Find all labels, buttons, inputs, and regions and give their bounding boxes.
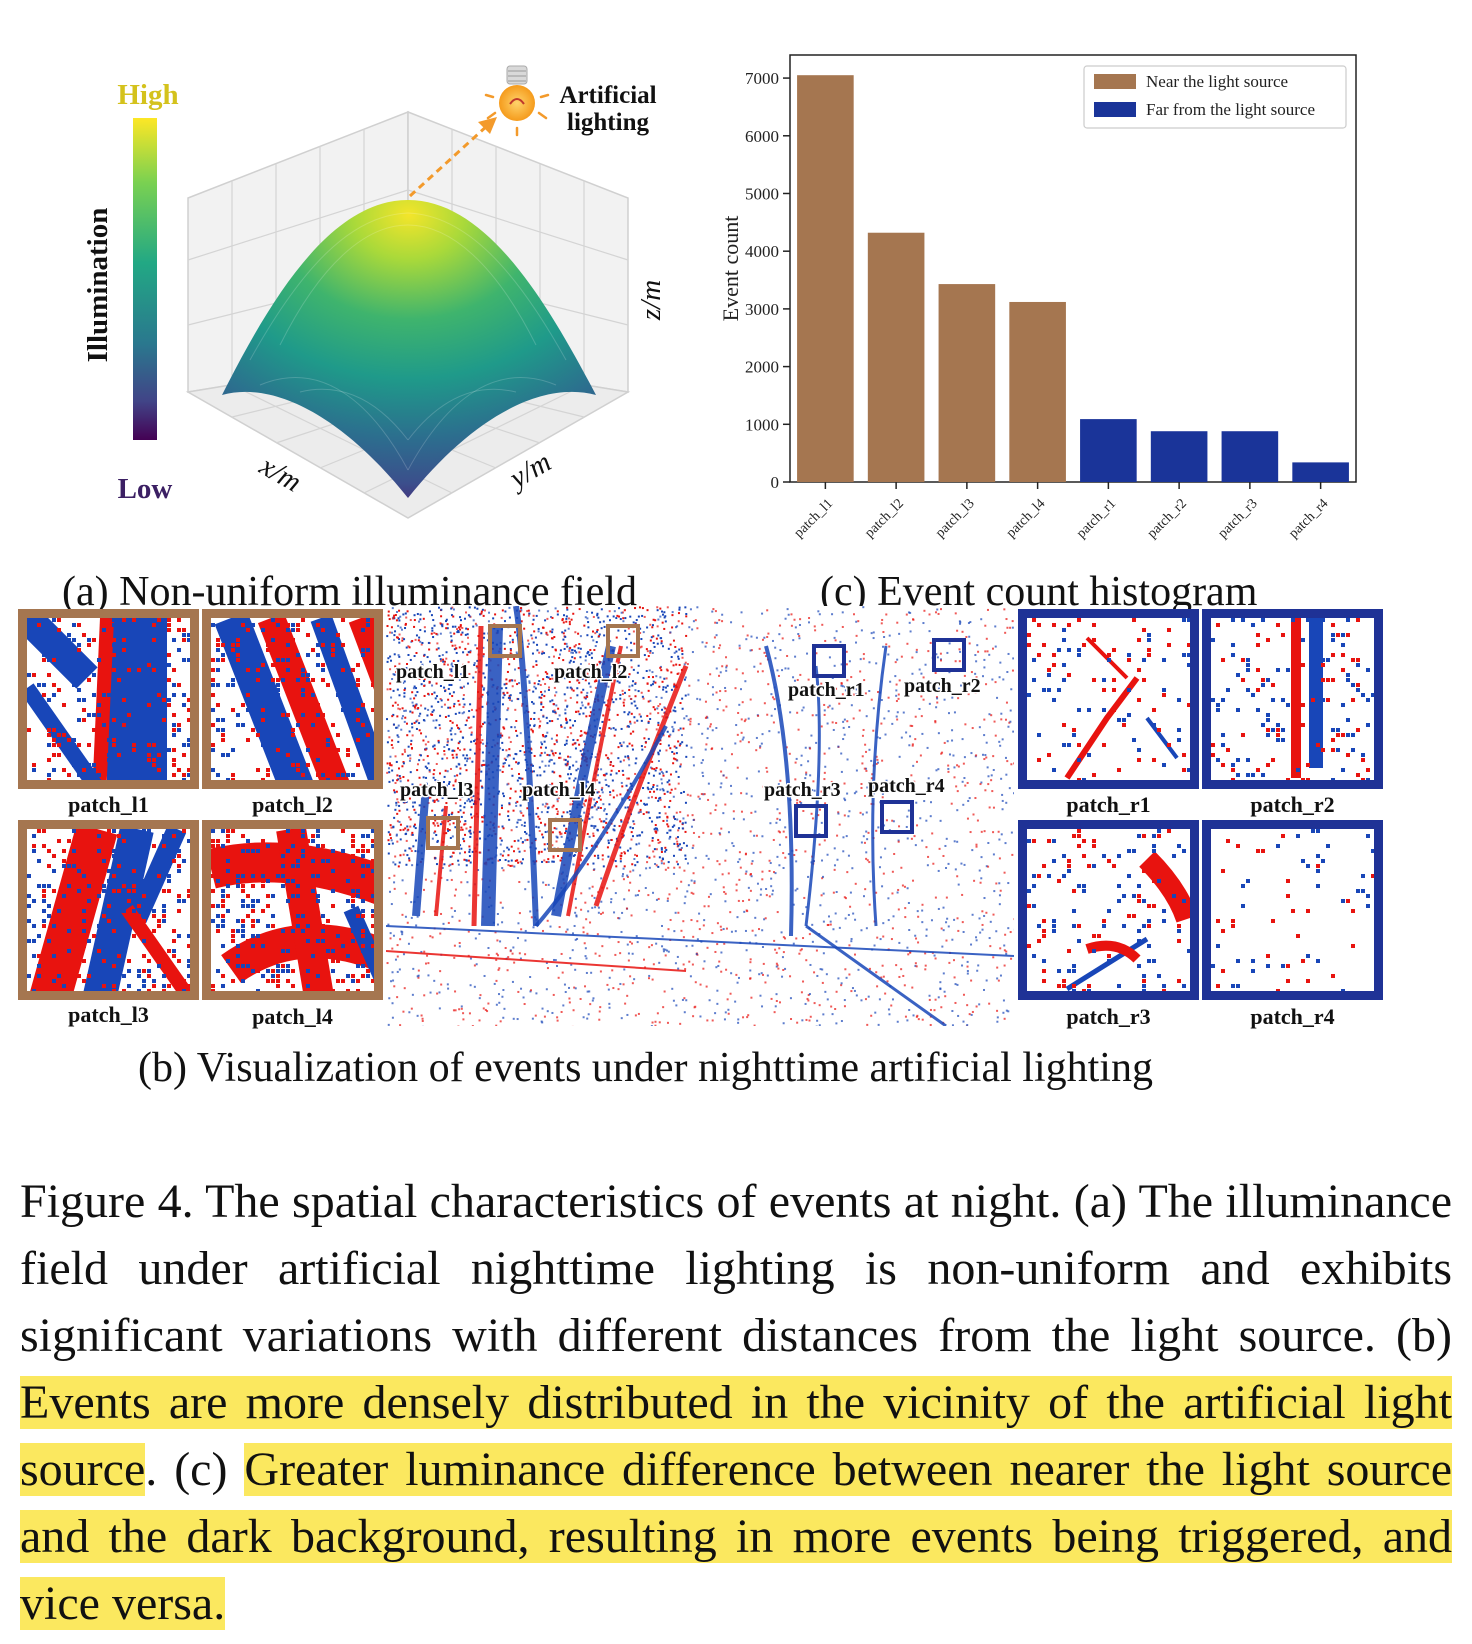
- bar-patch_r2: [1150, 431, 1208, 482]
- light-direction-arrow: [408, 123, 490, 198]
- z-axis-label: z/m: [635, 280, 667, 321]
- x-tick-label: patch_l4: [1004, 496, 1049, 541]
- caption-text-1: Figure 4. The spatial characteristics of…: [20, 1175, 1452, 1362]
- bar-patch_r1: [1080, 419, 1137, 482]
- colorbar: [133, 118, 157, 440]
- scene-patch-label: patch_r4: [868, 775, 945, 797]
- x-axis-label: x/m: [254, 449, 307, 498]
- patch-tile-l3: [18, 820, 199, 1000]
- event-scene: patch_l1 patch_l2 patch_l3 patch_l4 patch_r1…: [386, 606, 1014, 1026]
- light-bulb-icon: [484, 65, 550, 137]
- x-tick-label: patch_r3: [1215, 496, 1260, 541]
- patch-label-l3: patch_l3: [68, 1002, 149, 1027]
- event-count-histogram: 0 1000 2000 3000 4000 5000 6000 7000 patch_l1 pat…: [718, 54, 1357, 541]
- caption-text-2: . (c): [145, 1443, 245, 1496]
- scene-patch-label: patch_r3: [764, 779, 841, 801]
- y-tick-label: 3000: [745, 300, 779, 319]
- patch-tile-l1: [18, 609, 199, 789]
- patch-tile-r3: [1018, 820, 1199, 1000]
- x-tick-label: patch_l1: [792, 496, 837, 541]
- patch-tile-l2: [202, 609, 383, 789]
- patch-label-r4: patch_r4: [1250, 1004, 1335, 1029]
- bar-patch_r4: [1292, 462, 1349, 482]
- scene-patch-label: patch_l3: [400, 779, 473, 801]
- bar-patch_l4: [1009, 301, 1066, 482]
- scene-patch-label: patch_l2: [554, 661, 627, 683]
- patch-label-r3: patch_r3: [1066, 1004, 1151, 1029]
- plot-frame: [789, 54, 1357, 483]
- legend-swatch: [1094, 102, 1136, 117]
- y-tick-label: 6000: [745, 127, 779, 146]
- legend-swatch: [1094, 74, 1136, 89]
- y-tick-label: 0: [771, 473, 780, 492]
- scene-patch-box: [932, 638, 966, 672]
- scene-patch-box: [426, 816, 460, 850]
- scene-patch-box: [548, 818, 582, 852]
- y-tick-label: 5000: [745, 184, 779, 203]
- patch-label-r1: patch_r1: [1066, 792, 1151, 817]
- scene-patch-box: [488, 624, 522, 658]
- scene-patch-box: [812, 644, 846, 678]
- illuminance-surface: [222, 200, 596, 498]
- bar-patch_l3: [938, 284, 996, 482]
- patch-tile-r4: [1202, 820, 1383, 1000]
- patch-tile-r2: [1202, 609, 1383, 789]
- scene-patch-label: patch_l4: [522, 779, 595, 801]
- scene-patch-label: patch_r2: [904, 675, 981, 697]
- x-tick-label: patch_r2: [1145, 496, 1190, 541]
- scene-patch-box: [794, 804, 828, 838]
- patch-tile-r1: [1018, 609, 1199, 789]
- surface-mesh: [249, 212, 567, 471]
- y-tick-label: 4000: [745, 242, 779, 261]
- bar-patch_l1: [797, 75, 854, 482]
- figure-caption: Figure 4. The spatial characteristics of…: [20, 1168, 1452, 1637]
- scene-patch-box: [606, 624, 640, 658]
- colorbar-title: Illumination: [82, 208, 114, 363]
- annotation-line1: Artificial: [559, 82, 656, 109]
- colorbar-high-label: High: [117, 79, 178, 111]
- x-tick-label: patch_l3: [933, 496, 978, 541]
- y-tick-label: 1000: [745, 415, 779, 434]
- bar-patch_r3: [1221, 431, 1279, 482]
- legend-entry: Near the light source: [1146, 72, 1288, 91]
- patch-label-l2: patch_l2: [252, 792, 333, 817]
- y-tick-label: 2000: [745, 358, 779, 377]
- scene-patch-label: patch_l1: [396, 661, 469, 683]
- patch-label-r2: patch_r2: [1250, 792, 1335, 817]
- patch-label-l1: patch_l1: [68, 792, 149, 817]
- legend-entry: Far from the light source: [1146, 100, 1315, 119]
- panel-b-caption: (b) Visualization of events under nightt…: [138, 1045, 1153, 1091]
- annotation-line2: lighting: [567, 109, 649, 136]
- bar-patch_l2: [867, 232, 925, 482]
- illuminance-figure: High Low Illumination Artificial lightin…: [82, 65, 667, 519]
- chart-legend: Near the light source Far from the light …: [1083, 65, 1347, 129]
- x-tick-label: patch_r4: [1286, 496, 1331, 541]
- y-tick-label: 7000: [745, 69, 779, 88]
- y-axis-label: Event count: [718, 216, 743, 322]
- colorbar-low-label: Low: [118, 473, 173, 505]
- x-tick-label: patch_l2: [862, 496, 907, 541]
- scene-patch-label: patch_r1: [788, 679, 865, 701]
- scene-patch-box: [880, 800, 914, 834]
- x-tick-label: patch_r1: [1074, 496, 1119, 541]
- patch-tile-l4: [202, 820, 383, 1000]
- patch-label-l4: patch_l4: [252, 1004, 333, 1029]
